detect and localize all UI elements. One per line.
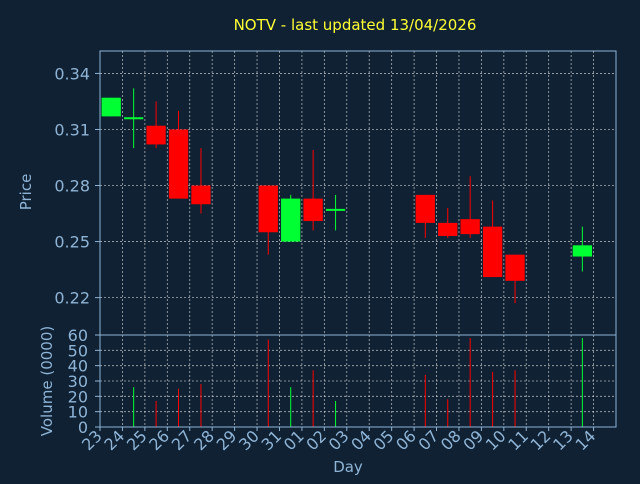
volume-tick-label: 10 (68, 403, 88, 422)
candle-body (303, 198, 323, 222)
volume-bars (133, 338, 583, 427)
candle-body (415, 194, 435, 223)
candle-10 (505, 254, 525, 304)
price-tick-label: 0.22 (54, 289, 90, 308)
candle-body (258, 185, 278, 233)
candle-body (482, 226, 503, 278)
x-tick-labels: 2324252627282930310102030405060708091011… (78, 426, 599, 454)
candles (101, 88, 592, 304)
candle-07 (438, 207, 458, 238)
candle-body (146, 125, 166, 145)
price-axis-label: Price (17, 174, 35, 211)
candle-body (460, 219, 480, 235)
x-tick-label: 14 (572, 426, 600, 454)
candle-body (168, 129, 189, 199)
candle-body (572, 245, 592, 257)
candle-25 (146, 101, 166, 149)
chart-title: NOTV - last updated 13/04/2026 (234, 16, 477, 34)
candle-body (101, 97, 121, 117)
price-grid (100, 51, 616, 335)
candle-body (191, 185, 211, 205)
volume-plot-frame (99, 334, 617, 428)
candle-body (438, 222, 458, 236)
candle-26 (168, 110, 189, 199)
volume-tick-label: 60 (68, 326, 88, 345)
candle-13 (572, 226, 592, 272)
candle-body (505, 254, 525, 281)
price-tick-label: 0.25 (54, 233, 90, 252)
price-tick-label: 0.34 (54, 64, 90, 83)
volume-tick-label: 50 (68, 341, 88, 360)
candle-body (281, 198, 301, 242)
price-tick-label: 0.31 (54, 120, 90, 139)
volume-tick-label: 40 (68, 357, 88, 376)
candle-06 (415, 194, 435, 238)
candle-02 (325, 194, 346, 231)
price-tick-labels: 0.22 0.25 0.28 0.31 0.34 (54, 64, 100, 308)
volume-axis-label: Volume (0000) (38, 326, 56, 436)
volume-tick-label: 20 (68, 387, 88, 406)
candle-31 (281, 194, 301, 242)
candle-24 (124, 88, 144, 149)
candle-08 (460, 176, 480, 238)
candle-27 (191, 148, 211, 214)
candle-23 (101, 97, 121, 117)
candle-01 (303, 150, 323, 231)
candle-09 (482, 200, 503, 278)
volume-tick-label: 0 (78, 418, 88, 437)
candle-30 (258, 185, 278, 255)
volume-tick-label: 30 (68, 372, 88, 391)
volume-grid (100, 334, 616, 428)
price-tick-label: 0.28 (54, 177, 90, 196)
x-axis-label: Day (333, 458, 363, 476)
